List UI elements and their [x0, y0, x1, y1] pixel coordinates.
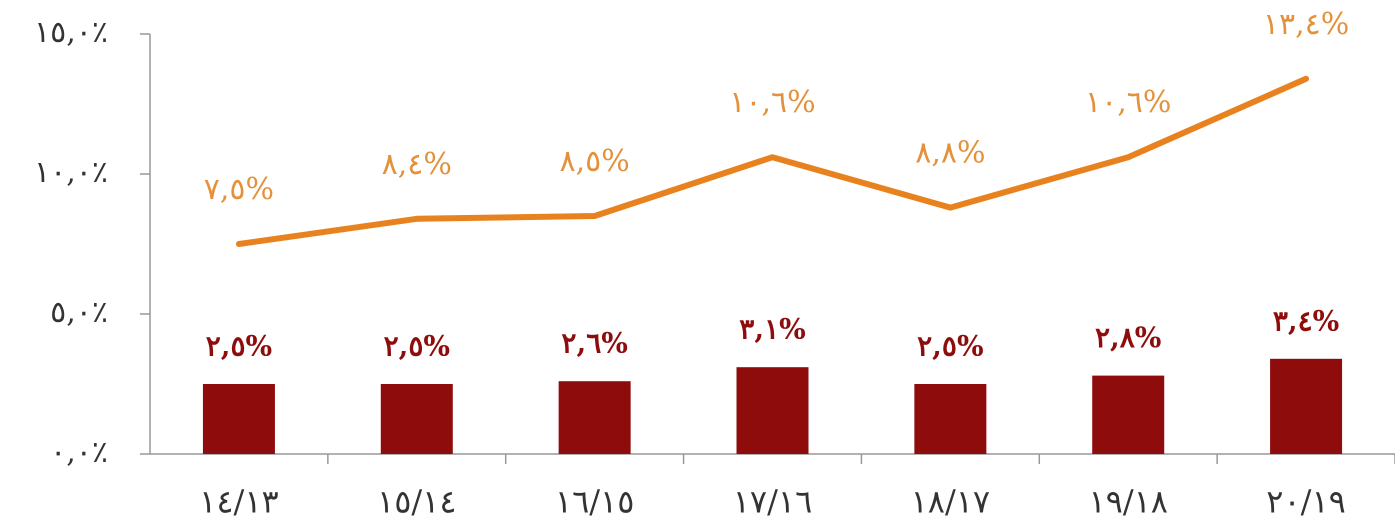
bar — [202, 384, 275, 454]
bar — [736, 367, 809, 454]
bar-value-label: ٢,٥% — [384, 330, 450, 363]
line-value-label: ١٠,٦% — [729, 85, 815, 120]
x-tick-label: ١٤/١٣ — [199, 483, 279, 521]
line-value-label: ٨,٥% — [560, 144, 630, 179]
bar-value-label: ٣,١% — [739, 313, 805, 346]
line-value-label: ٧,٥% — [204, 172, 274, 207]
bar — [558, 381, 631, 454]
line-value-label: ١٠,٦% — [1085, 85, 1171, 120]
y-tick-label: ١٥,٠٪ — [34, 15, 108, 50]
y-tick-label: ٥,٠٪ — [50, 295, 108, 330]
x-tick-label: ٢٠/١٩ — [1266, 483, 1346, 521]
line-value-label: ١٣,٤% — [1263, 7, 1349, 42]
bar-value-label: ٢,٥% — [206, 330, 272, 363]
bar — [1092, 375, 1165, 454]
line-value-label: ٨,٨% — [915, 136, 985, 171]
bar-value-label: ٣,٤% — [1273, 304, 1339, 337]
bar-value-label: ٢,٦% — [561, 327, 627, 360]
x-tick-label: ١٧/١٦ — [733, 483, 813, 521]
y-tick-label: ١٠,٠٪ — [34, 155, 108, 190]
x-tick-label: ١٨/١٧ — [911, 483, 991, 521]
y-tick-label: ٠,٠٪ — [50, 435, 108, 470]
line-value-label: ٨,٤% — [382, 147, 452, 182]
bar-value-label: ٢,٥% — [917, 330, 983, 363]
x-tick-label: ١٩/١٨ — [1088, 483, 1168, 521]
bar-value-label: ٢,٨% — [1095, 321, 1161, 354]
bar — [914, 384, 987, 454]
bar — [1270, 358, 1343, 454]
bar — [380, 384, 453, 454]
x-tick-label: ١٥/١٤ — [377, 483, 457, 521]
line — [235, 75, 1310, 247]
x-tick-label: ١٦/١٥ — [555, 483, 635, 521]
